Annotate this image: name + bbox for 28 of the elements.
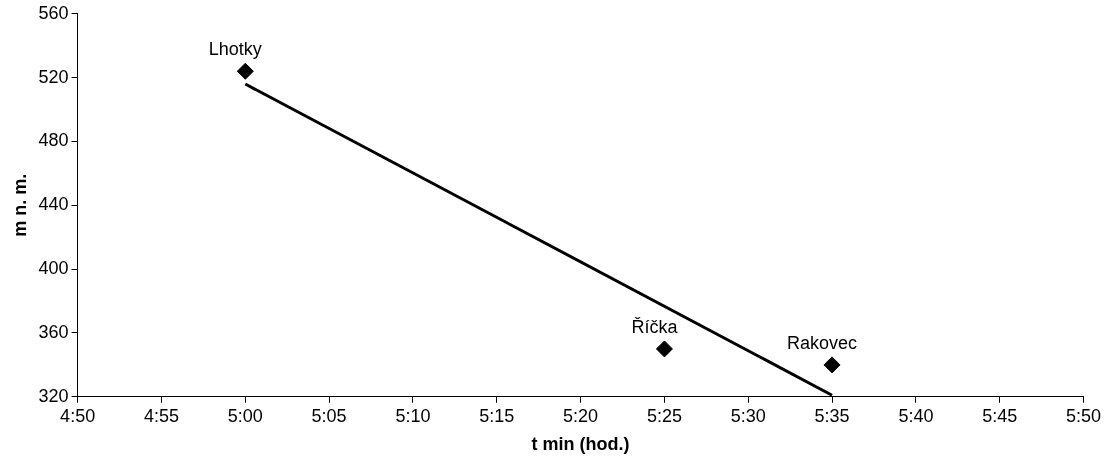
x-tick-label: 5:30 xyxy=(730,405,766,426)
x-tick-label: 5:10 xyxy=(395,405,431,426)
y-axis-title: m n. m. xyxy=(9,173,30,237)
x-tick-label: 5:45 xyxy=(982,405,1018,426)
x-tick-label: 4:50 xyxy=(60,405,96,426)
x-tick-label: 5:05 xyxy=(311,405,347,426)
y-tick-label: 520 xyxy=(38,66,69,87)
y-tick-label: 400 xyxy=(38,258,69,279)
x-tick-label: 4:55 xyxy=(144,405,180,426)
y-tick-label: 320 xyxy=(38,385,69,406)
point xyxy=(823,356,841,374)
x-tick-label: 5:50 xyxy=(1065,405,1102,426)
annotation: Lhotky xyxy=(208,39,262,60)
point xyxy=(655,340,673,358)
x-tick-label: 5:25 xyxy=(646,405,682,426)
y-tick-label: 480 xyxy=(38,130,69,151)
y-tick-label: 360 xyxy=(38,321,69,342)
annotation: Rakovec xyxy=(787,332,858,353)
x-tick-label: 5:15 xyxy=(479,405,515,426)
annotation: Říčka xyxy=(631,316,679,337)
x-tick-label: 5:00 xyxy=(227,405,263,426)
x-tick-label: 5:40 xyxy=(898,405,934,426)
x-tick-label: 5:20 xyxy=(563,405,599,426)
point xyxy=(236,62,254,80)
x-axis-title: t min (hod.) xyxy=(531,434,630,455)
x-tick-label: 5:35 xyxy=(814,405,850,426)
y-tick-label: 440 xyxy=(38,194,69,215)
y-tick-label: 560 xyxy=(38,2,69,23)
